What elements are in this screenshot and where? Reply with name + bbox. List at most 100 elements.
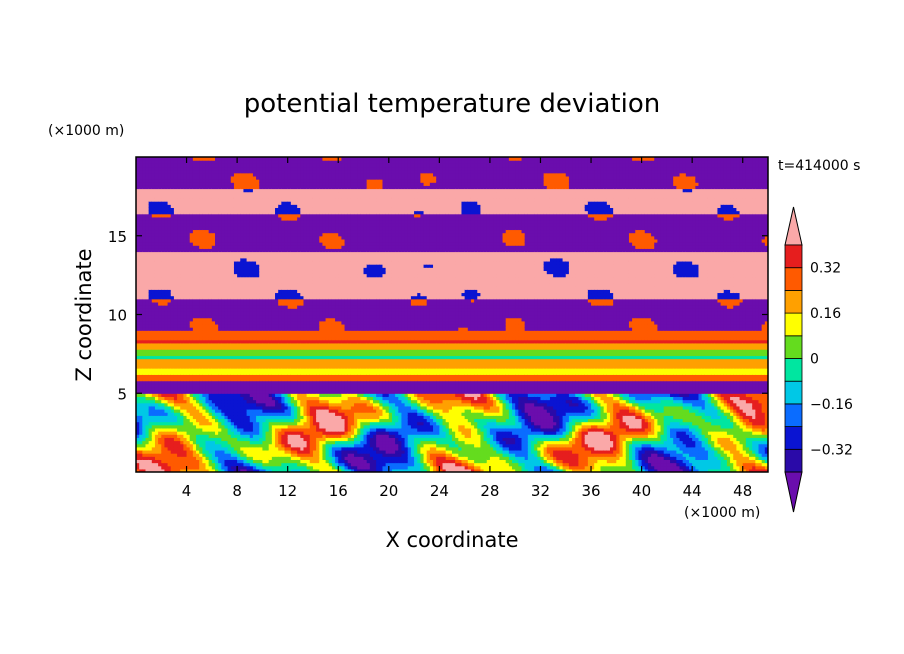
- contour-cell: [139, 220, 143, 224]
- contour-cell: [136, 308, 140, 312]
- contour-cell: [139, 405, 143, 410]
- contour-cell: [186, 283, 191, 287]
- contour-cell: [199, 169, 203, 174]
- contour-cell: [151, 371, 156, 375]
- contour-cell: [151, 160, 156, 164]
- contour-cell: [148, 182, 153, 186]
- contour-cell: [211, 260, 216, 265]
- contour-cell: [148, 456, 153, 460]
- contour-cell: [151, 453, 156, 457]
- contour-cell: [161, 223, 166, 227]
- contour-cell: [211, 405, 216, 410]
- contour-cell: [167, 157, 172, 161]
- contour-cell: [196, 283, 200, 287]
- contour-cell: [148, 169, 153, 174]
- contour-cell: [158, 169, 162, 174]
- contour-cell: [186, 163, 191, 168]
- contour-cell: [199, 424, 203, 429]
- contour-cell: [186, 191, 191, 196]
- contour-cell: [158, 295, 162, 300]
- contour-cell: [164, 446, 169, 451]
- contour-cell: [136, 260, 140, 265]
- contour-cell: [177, 380, 181, 385]
- contour-cell: [142, 311, 147, 316]
- contour-cell: [202, 185, 207, 190]
- contour-cell: [154, 201, 159, 205]
- contour-cell: [205, 188, 210, 193]
- contour-cell: [189, 431, 194, 435]
- contour-cell: [177, 346, 181, 350]
- contour-cell: [177, 207, 181, 212]
- contour-cell: [161, 160, 166, 164]
- contour-cell: [154, 251, 159, 256]
- contour-cell: [189, 349, 194, 353]
- contour-cell: [164, 210, 169, 215]
- contour-cell: [164, 409, 169, 413]
- contour-cell: [180, 204, 184, 208]
- contour-cell: [136, 194, 140, 199]
- contour-cell: [148, 386, 153, 391]
- contour-cell: [199, 210, 203, 215]
- contour-cell: [205, 201, 210, 205]
- contour-cell: [148, 191, 153, 196]
- contour-cell: [196, 191, 200, 196]
- contour-cell: [142, 260, 147, 265]
- contour-cell: [208, 314, 213, 319]
- contour-cell: [199, 383, 203, 388]
- contour-cell: [136, 254, 140, 259]
- contour-cell: [183, 194, 188, 199]
- contour-cell: [158, 298, 162, 303]
- contour-cell: [186, 342, 191, 347]
- contour-cell: [173, 204, 178, 208]
- contour-cell: [208, 424, 213, 429]
- contour-cell: [148, 160, 153, 164]
- contour-cell: [208, 431, 213, 435]
- contour-cell: [202, 210, 207, 215]
- contour-cell: [208, 283, 213, 287]
- contour-cell: [192, 292, 197, 297]
- contour-cell: [186, 314, 191, 319]
- contour-cell: [196, 257, 200, 262]
- contour-cell: [183, 292, 188, 297]
- contour-cell: [164, 311, 169, 316]
- contour-cell: [154, 207, 159, 212]
- contour-cell: [167, 295, 172, 300]
- contour-cell: [139, 204, 143, 208]
- contour-cell: [196, 431, 200, 435]
- contour-cell: [158, 323, 162, 328]
- contour-cell: [211, 440, 216, 445]
- contour-cell: [136, 207, 140, 212]
- contour-cell: [205, 418, 210, 423]
- contour-cell: [183, 188, 188, 193]
- contour-cell: [189, 229, 194, 234]
- contour-cell: [196, 169, 200, 174]
- contour-cell: [173, 390, 178, 394]
- contour-cell: [186, 248, 191, 253]
- contour-cell: [205, 238, 210, 243]
- contour-cell: [139, 434, 143, 438]
- contour-cell: [151, 323, 156, 328]
- contour-cell: [148, 453, 153, 457]
- contour-cell: [167, 232, 172, 237]
- contour-cell: [177, 446, 181, 451]
- contour-cell: [148, 446, 153, 451]
- contour-cell: [170, 465, 175, 470]
- contour-cell: [164, 390, 169, 394]
- contour-cell: [158, 248, 162, 253]
- contour-cell: [208, 273, 213, 278]
- contour-cell: [173, 295, 178, 300]
- contour-cell: [148, 390, 153, 394]
- contour-cell: [211, 248, 216, 253]
- contour-cell: [151, 380, 156, 385]
- contour-cell: [136, 226, 140, 231]
- contour-cell: [167, 440, 172, 445]
- contour-cell: [142, 220, 147, 224]
- contour-cell: [151, 361, 156, 366]
- contour-cell: [177, 412, 181, 416]
- contour-cell: [170, 254, 175, 259]
- contour-cell: [199, 421, 203, 426]
- contour-cell: [136, 418, 140, 423]
- contour-cell: [199, 443, 203, 448]
- contour-cell: [161, 175, 166, 180]
- contour-cell: [180, 295, 184, 300]
